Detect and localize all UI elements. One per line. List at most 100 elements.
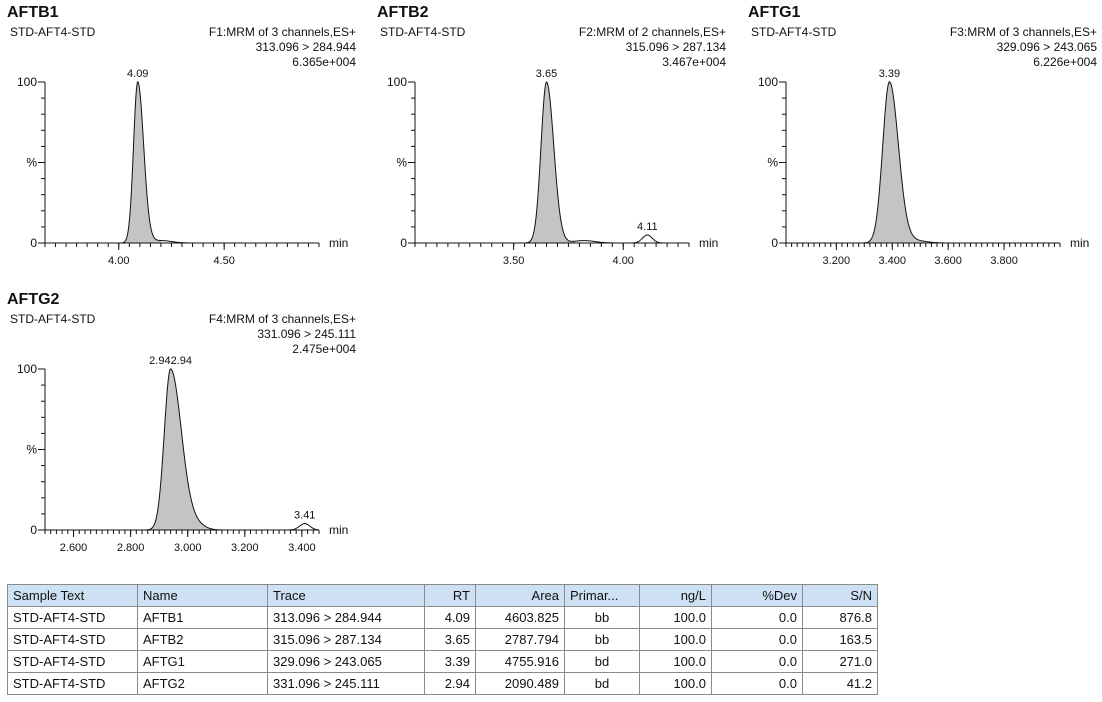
y-tick-label: 100	[17, 75, 37, 89]
peak-rt-label: 3.41	[294, 510, 315, 522]
cell-dev: 0.0	[711, 606, 803, 629]
peak-rt-label: 3.39	[879, 68, 900, 80]
y-tick-label: %	[26, 443, 37, 457]
x-axis-unit: min	[699, 236, 718, 250]
cell-rt: 2.94	[424, 672, 476, 695]
panel-title: AFTB1	[7, 4, 59, 21]
y-tick-label: 0	[30, 236, 37, 250]
cell-dev: 0.0	[711, 672, 803, 695]
trace-info: F3:MRM of 3 channels,ES+ 329.096 > 243.0…	[950, 25, 1097, 70]
cell-concentration: 100.0	[639, 650, 712, 673]
cell-rt: 3.39	[424, 650, 476, 673]
cell-area: 2787.794	[475, 628, 565, 651]
cell-sample-text: STD-AFT4-STD	[7, 672, 138, 695]
cell-primary: bd	[564, 672, 640, 695]
transition-label: 315.096 > 287.134	[625, 40, 726, 54]
trace-info: F1:MRM of 3 channels,ES+ 313.096 > 284.9…	[209, 25, 356, 70]
column-header-concentration[interactable]: ng/L	[639, 584, 712, 607]
chromatogram-panel-aftb2: AFTB2 STD-AFT4-STD F2:MRM of 2 channels,…	[377, 4, 737, 274]
y-tick-label: 100	[387, 75, 407, 89]
table-row[interactable]: STD-AFT4-STD AFTB2 315.096 > 287.134 3.6…	[7, 628, 878, 651]
chromatogram-plot: 100% 0 3.200 3.400 3.600 3.800 min 3.39	[758, 68, 1089, 267]
cell-sn: 271.0	[802, 650, 878, 673]
table-row[interactable]: STD-AFT4-STD AFTB1 313.096 > 284.944 4.0…	[7, 606, 878, 629]
y-tick-label: 0	[771, 236, 778, 250]
column-header-sample-text[interactable]: Sample Text	[7, 584, 138, 607]
x-tick-label: 3.600	[934, 255, 962, 267]
cell-concentration: 100.0	[639, 628, 712, 651]
x-tick-label: 4.00	[613, 255, 634, 267]
function-label: F1:MRM of 3 channels,ES+	[208, 25, 356, 39]
column-header-name[interactable]: Name	[137, 584, 268, 607]
x-tick-label: 3.400	[288, 542, 316, 554]
chromatogram-panel-aftg1: AFTG1 STD-AFT4-STD F3:MRM of 3 channels,…	[748, 4, 1102, 274]
chromatogram-trace	[786, 81, 1060, 244]
cell-trace: 329.096 > 243.065	[267, 650, 425, 673]
cell-primary: bb	[564, 606, 640, 629]
cell-name: AFTG2	[137, 672, 268, 695]
peak-area-fill	[145, 368, 214, 530]
column-header-primary[interactable]: Primar...	[564, 584, 640, 607]
cell-sn: 876.8	[802, 606, 878, 629]
cell-name: AFTB2	[137, 628, 268, 651]
column-header-area[interactable]: Area	[475, 584, 565, 607]
transition-label: 331.096 > 245.111	[257, 327, 356, 341]
cell-trace: 313.096 > 284.944	[267, 606, 425, 629]
x-axis-unit: min	[1070, 236, 1089, 250]
peak-area-fill	[862, 81, 926, 243]
cell-sn: 163.5	[802, 628, 878, 651]
table-header-row: Sample Text Name Trace RT Area Primar...…	[7, 584, 878, 607]
column-header-trace[interactable]: Trace	[267, 584, 425, 607]
intensity-label: 3.467e+004	[662, 55, 726, 69]
cell-sample-text: STD-AFT4-STD	[7, 628, 138, 651]
x-tick-label: 3.200	[231, 542, 259, 554]
sample-label: STD-AFT4-STD	[10, 312, 96, 326]
x-tick-label: 3.800	[990, 255, 1018, 267]
column-header-dev[interactable]: %Dev	[711, 584, 803, 607]
cell-concentration: 100.0	[639, 606, 712, 629]
x-axis-unit: min	[329, 523, 348, 537]
y-tick-label: 100	[17, 362, 37, 376]
chromatogram-panel-aftb1: AFTB1 STD-AFT4-STD F1:MRM of 3 channels,…	[7, 4, 367, 274]
intensity-label: 6.365e+004	[292, 55, 356, 69]
cell-rt: 4.09	[424, 606, 476, 629]
sample-label: STD-AFT4-STD	[10, 25, 96, 39]
sample-label: STD-AFT4-STD	[380, 25, 466, 39]
x-tick-label: 3.200	[823, 255, 851, 267]
column-header-rt[interactable]: RT	[424, 584, 476, 607]
chromatogram-panel-aftg2: AFTG2 STD-AFT4-STD F4:MRM of 3 channels,…	[7, 291, 367, 561]
cell-trace: 331.096 > 245.111	[267, 672, 425, 695]
cell-name: AFTB1	[137, 606, 268, 629]
trace-info: F4:MRM of 3 channels,ES+ 331.096 > 245.1…	[209, 312, 356, 357]
panel-title: AFTB2	[377, 4, 429, 21]
function-label: F3:MRM of 3 channels,ES+	[949, 25, 1097, 39]
intensity-label: 2.475e+004	[292, 342, 356, 356]
cell-primary: bd	[564, 650, 640, 673]
transition-label: 329.096 > 243.065	[996, 40, 1097, 54]
sample-label: STD-AFT4-STD	[751, 25, 837, 39]
column-header-sn[interactable]: S/N	[802, 584, 878, 607]
table-row[interactable]: STD-AFT4-STD AFTG1 329.096 > 243.065 3.3…	[7, 650, 878, 673]
x-axis-unit: min	[329, 236, 348, 250]
y-tick-label: %	[396, 156, 407, 170]
x-tick-label: 3.400	[878, 255, 906, 267]
cell-concentration: 100.0	[639, 672, 712, 695]
x-tick-label: 2.600	[60, 542, 88, 554]
peak-rt-label: 2.942.94	[149, 355, 192, 367]
peak-rt-label: 3.65	[536, 68, 557, 80]
peak-area-fill	[524, 82, 576, 243]
cell-sample-text: STD-AFT4-STD	[7, 606, 138, 629]
intensity-label: 6.226e+004	[1033, 55, 1097, 69]
y-tick-label: 0	[30, 523, 37, 537]
cell-area: 2090.489	[475, 672, 565, 695]
peak-rt-label: 4.11	[637, 221, 658, 233]
results-table: Sample Text Name Trace RT Area Primar...…	[7, 584, 878, 695]
x-tick-label: 3.000	[174, 542, 202, 554]
function-label: F2:MRM of 2 channels,ES+	[578, 25, 726, 39]
transition-label: 313.096 > 284.944	[255, 40, 356, 54]
table-row[interactable]: STD-AFT4-STD AFTG2 331.096 > 245.111 2.9…	[7, 672, 878, 695]
panel-title: AFTG2	[7, 291, 60, 308]
x-tick-label: 3.50	[503, 255, 524, 267]
y-tick-label: 0	[400, 236, 407, 250]
cell-sample-text: STD-AFT4-STD	[7, 650, 138, 673]
